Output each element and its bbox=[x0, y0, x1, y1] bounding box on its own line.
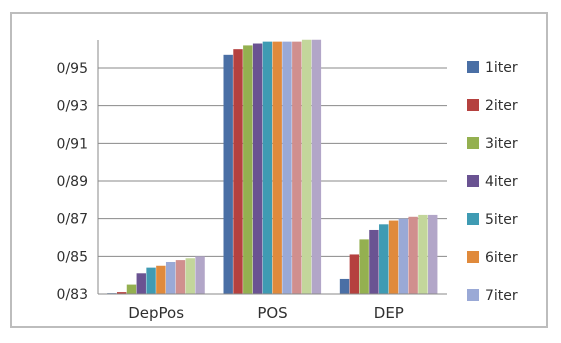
y-tick-label: 0/93 bbox=[57, 99, 88, 115]
bar-DEP-1iter bbox=[339, 278, 350, 294]
y-tick-label: 0/95 bbox=[57, 61, 88, 77]
bar-DEP-2iter bbox=[349, 254, 360, 294]
legend-swatch bbox=[467, 61, 479, 73]
legend-swatch bbox=[467, 289, 479, 301]
bar-POS-3iter bbox=[243, 45, 253, 295]
bar-POS-2iter bbox=[233, 49, 243, 294]
bar-POS-series-10 bbox=[311, 39, 322, 294]
chart-frame: 0/95 0/93 0/91 0/89 0/87 0/85 0/83 DepPos POS DE… bbox=[10, 12, 548, 328]
bar-DepPos-6iter bbox=[156, 265, 166, 294]
legend-swatch bbox=[467, 175, 479, 187]
bar-DepPos-series-8 bbox=[175, 260, 186, 294]
bar-DEP-series-9 bbox=[418, 214, 428, 294]
y-tick-label: 0/83 bbox=[57, 287, 88, 303]
bar-POS-6iter bbox=[272, 41, 282, 294]
bar-POS-series-8 bbox=[292, 41, 302, 294]
legend-label: 3iter bbox=[485, 136, 518, 152]
bar-DEP-series-8 bbox=[408, 216, 418, 294]
bar-POS-4iter bbox=[252, 43, 263, 295]
x-category-label: DEP bbox=[374, 304, 404, 322]
legend-label: 7iter bbox=[485, 288, 518, 304]
bar-POS-1iter bbox=[223, 54, 233, 294]
x-axis-categories: DepPos POS DEP bbox=[128, 304, 404, 322]
legend: 1iter 2iter 3iter 4iter 5iter 6iter 7iter bbox=[467, 60, 518, 304]
bar-DEP-3iter bbox=[359, 239, 369, 294]
bar-DEP-7iter bbox=[398, 218, 409, 294]
bar-DepPos-4iter bbox=[136, 273, 146, 294]
bar-DEP-5iter bbox=[379, 224, 389, 294]
legend-swatch bbox=[467, 99, 479, 111]
legend-swatch bbox=[467, 137, 479, 149]
y-tick-label: 0/87 bbox=[57, 212, 88, 228]
bar-POS-7iter bbox=[282, 41, 292, 294]
legend-swatch bbox=[467, 213, 479, 225]
legend-swatch bbox=[467, 251, 479, 263]
legend-label: 6iter bbox=[485, 250, 518, 266]
legend-label: 5iter bbox=[485, 212, 518, 228]
legend-label: 1iter bbox=[485, 60, 518, 76]
bar-DepPos-2iter bbox=[116, 292, 127, 294]
y-axis-ticks: 0/95 0/93 0/91 0/89 0/87 0/85 0/83 bbox=[57, 61, 88, 303]
legend-label: 4iter bbox=[485, 174, 518, 190]
y-tick-label: 0/91 bbox=[57, 136, 88, 152]
x-category-label: POS bbox=[257, 304, 287, 322]
bar-DepPos-5iter bbox=[146, 267, 156, 294]
axes bbox=[97, 40, 447, 295]
bars bbox=[107, 39, 438, 295]
y-tick-label: 0/89 bbox=[57, 174, 88, 190]
bar-DEP-6iter bbox=[388, 220, 399, 294]
bar-DEP-4iter bbox=[369, 229, 379, 294]
bar-DepPos-series-10 bbox=[195, 256, 205, 294]
bar-chart: 0/95 0/93 0/91 0/89 0/87 0/85 0/83 DepPos POS DE… bbox=[57, 39, 518, 322]
bar-DepPos-3iter bbox=[126, 284, 137, 294]
y-tick-label: 0/85 bbox=[57, 249, 88, 265]
bar-DepPos-7iter bbox=[165, 261, 176, 294]
legend-label: 2iter bbox=[485, 98, 518, 114]
x-category-label: DepPos bbox=[128, 304, 184, 322]
bar-POS-series-9 bbox=[301, 39, 312, 294]
bar-POS-5iter bbox=[262, 41, 273, 294]
bar-DepPos-series-9 bbox=[185, 258, 195, 294]
bar-DEP-series-10 bbox=[428, 214, 438, 294]
